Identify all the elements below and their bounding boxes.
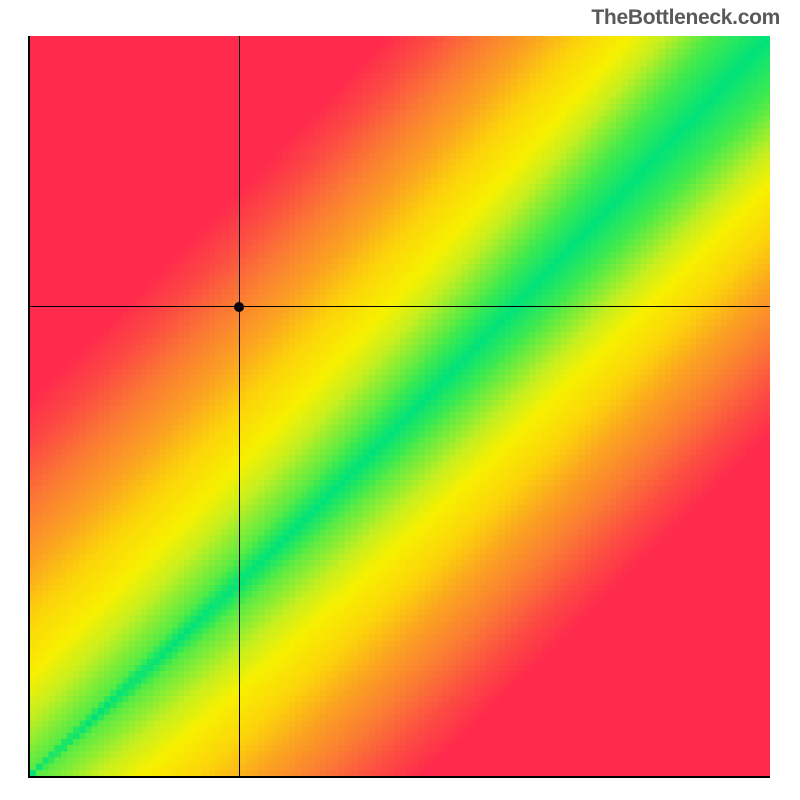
- heatmap-plot: [30, 36, 770, 776]
- heatmap-canvas: [30, 36, 770, 776]
- crosshair-horizontal: [30, 306, 770, 307]
- crosshair-marker: [234, 302, 244, 312]
- watermark-text: TheBottleneck.com: [591, 6, 780, 30]
- crosshair-vertical: [239, 36, 240, 776]
- axis-bottom: [30, 776, 770, 778]
- axis-left: [28, 36, 30, 778]
